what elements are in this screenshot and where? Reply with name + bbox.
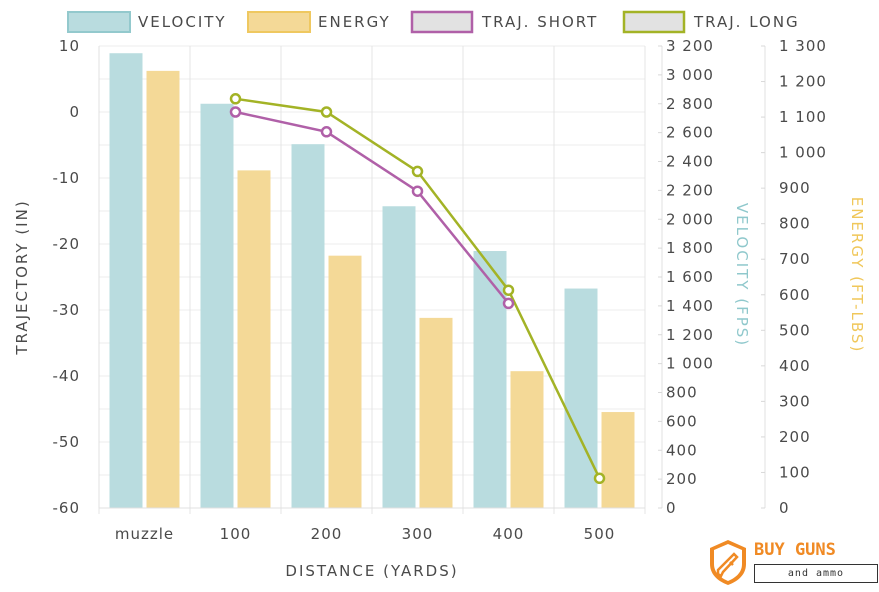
category-label: 200 bbox=[311, 525, 343, 543]
velocity-bar bbox=[109, 53, 143, 508]
velocity-tick-label: 1 800 bbox=[666, 239, 714, 257]
energy-tick-label: 700 bbox=[779, 250, 811, 268]
velocity-tick-label: 800 bbox=[666, 384, 698, 402]
category-label: muzzle bbox=[115, 525, 174, 543]
grid bbox=[98, 45, 646, 514]
trajectory-tick-label: 0 bbox=[69, 103, 80, 121]
category-label: 400 bbox=[493, 525, 525, 543]
traj-short-point bbox=[411, 185, 424, 197]
trajectory-tick-label: 10 bbox=[59, 37, 80, 55]
velocity-tick-label: 400 bbox=[666, 441, 698, 459]
trajectory-tick-label: -60 bbox=[53, 499, 81, 517]
energy-tick-label: 1 200 bbox=[779, 73, 827, 91]
legend-swatch bbox=[247, 11, 311, 33]
energy-axis-title: ENERGY (FT-LBS) bbox=[848, 197, 866, 354]
logo-top-text: BUY GUNS bbox=[754, 540, 836, 560]
legend: VELOCITY ENERGY TRAJ. SHORT TRAJ. LONG bbox=[67, 10, 800, 34]
velocity-bar bbox=[564, 288, 598, 508]
energy-tick-label: 1 100 bbox=[779, 108, 827, 126]
velocity-tick-label: 0 bbox=[666, 499, 677, 517]
legend-label: TRAJ. LONG bbox=[693, 13, 800, 31]
lines bbox=[229, 93, 606, 485]
legend-swatch bbox=[410, 10, 474, 34]
x-axis-title: DISTANCE (YARDS) bbox=[285, 562, 458, 580]
velocity-tick-label: 1 200 bbox=[666, 326, 714, 344]
energy-bar bbox=[510, 371, 544, 508]
velocity-tick-label: 600 bbox=[666, 412, 698, 430]
energy-bar bbox=[146, 70, 180, 508]
velocity-tick-label: 1 600 bbox=[666, 268, 714, 286]
trajectory-tick-label: -10 bbox=[53, 169, 81, 187]
traj-long-point bbox=[502, 284, 515, 296]
energy-bar bbox=[601, 412, 635, 508]
velocity-tick-label: 2 600 bbox=[666, 124, 714, 142]
traj-long-point bbox=[411, 165, 424, 178]
shield-logo-icon bbox=[710, 540, 746, 585]
velocity-bar bbox=[382, 206, 416, 508]
category-label: 300 bbox=[402, 525, 434, 543]
traj-long-point bbox=[320, 106, 333, 118]
energy-tick-label: 500 bbox=[779, 321, 811, 339]
trajectory-axis-title: TRAJECTORY (IN) bbox=[13, 199, 31, 355]
velocity-bar bbox=[473, 251, 507, 508]
legend-swatch bbox=[67, 11, 131, 33]
velocity-tick-label: 1 400 bbox=[666, 297, 714, 315]
velocity-tick-label: 3 200 bbox=[666, 37, 714, 55]
energy-tick-label: 400 bbox=[779, 357, 811, 375]
velocity-tick-label: 2 200 bbox=[666, 181, 714, 199]
trajectory-tick-label: -20 bbox=[53, 235, 81, 253]
bars bbox=[109, 53, 635, 509]
legend-swatch bbox=[622, 10, 686, 34]
energy-bar bbox=[419, 317, 453, 508]
energy-bar bbox=[328, 255, 362, 508]
trajectory-tick-label: -50 bbox=[53, 433, 81, 451]
energy-tick-label: 1 000 bbox=[779, 144, 827, 162]
velocity-tick-label: 1 000 bbox=[666, 355, 714, 373]
velocity-axis-title: VELOCITY (FPS) bbox=[733, 203, 751, 347]
velocity-tick-label: 200 bbox=[666, 470, 698, 488]
velocity-bar bbox=[200, 103, 234, 508]
trajectory-tick-label: -30 bbox=[53, 301, 81, 319]
legend-label: ENERGY bbox=[318, 13, 391, 31]
traj-short-point bbox=[229, 106, 242, 118]
traj-short-point bbox=[502, 297, 515, 310]
energy-tick-label: 600 bbox=[779, 286, 811, 304]
traj-long-point bbox=[593, 472, 606, 485]
energy-tick-label: 900 bbox=[779, 179, 811, 197]
traj-long-point bbox=[229, 93, 242, 105]
energy-tick-label: 800 bbox=[779, 215, 811, 233]
velocity-tick-label: 2 400 bbox=[666, 153, 714, 171]
logo-bottom-text: and ammo bbox=[754, 564, 878, 583]
velocity-tick-label: 3 000 bbox=[666, 66, 714, 84]
traj-long-line bbox=[235, 97, 601, 479]
energy-tick-label: 300 bbox=[779, 392, 811, 410]
category-label: 100 bbox=[220, 525, 252, 543]
energy-tick-label: 100 bbox=[779, 463, 811, 481]
velocity-tick-label: 2 800 bbox=[666, 95, 714, 113]
category-label: 500 bbox=[584, 525, 616, 543]
velocity-bar bbox=[291, 144, 325, 509]
energy-tick-label: 0 bbox=[779, 499, 790, 517]
energy-tick-label: 200 bbox=[779, 428, 811, 446]
velocity-tick-label: 2 000 bbox=[666, 210, 714, 228]
legend-label: VELOCITY bbox=[138, 13, 227, 31]
legend-label: TRAJ. SHORT bbox=[481, 13, 598, 31]
brand-logo: BUY GUNS and ammo bbox=[706, 538, 878, 588]
energy-bar bbox=[237, 170, 271, 508]
traj-short-line bbox=[235, 110, 510, 305]
energy-tick-label: 1 300 bbox=[779, 37, 827, 55]
traj-short-point bbox=[320, 126, 333, 138]
trajectory-tick-label: -40 bbox=[53, 367, 81, 385]
